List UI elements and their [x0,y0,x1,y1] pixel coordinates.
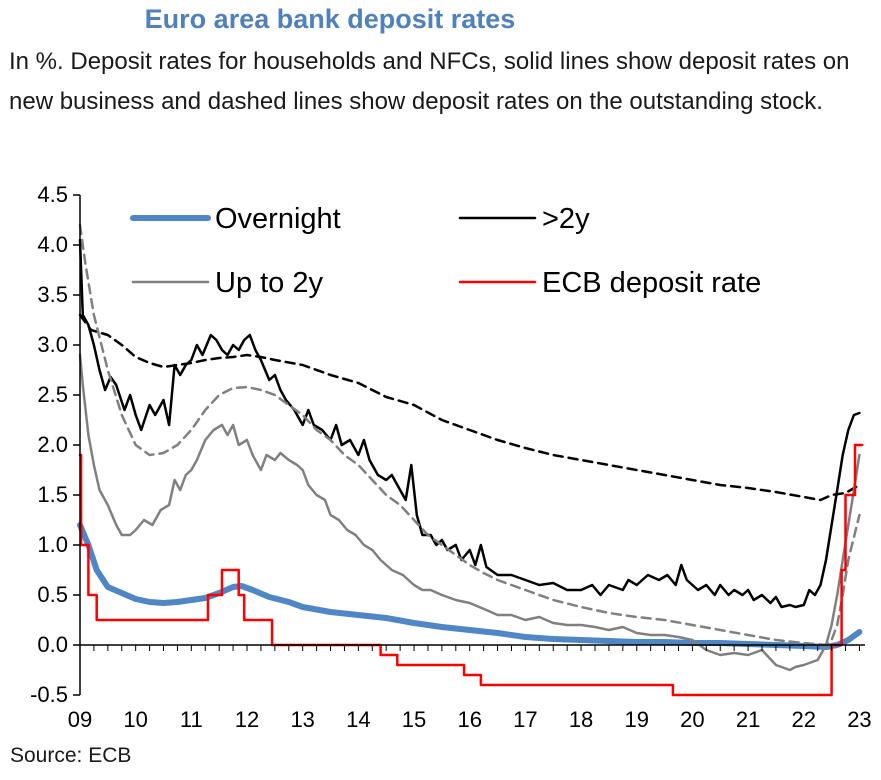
series-line-5 [78,443,864,697]
chart-subtitle: In %. Deposit rates for households and N… [9,48,850,115]
y-tick-label: 1.5 [37,482,68,507]
x-tick-label: 13 [290,707,314,732]
series-line-2 [78,313,861,502]
x-tick-label: 12 [235,707,259,732]
x-tick-label: 23 [847,707,871,732]
x-tick-label: 15 [402,707,426,732]
axes: -0.5 0.0 0.5 1.0 1.5 2.0 2.5 3.0 3.5 4.0 4.5 09 10 11… [30,182,872,732]
x-tick-label: 14 [346,707,370,732]
legend-label: >2y [542,203,590,235]
x-tick-label: 18 [569,707,593,732]
y-tick-label: 0.5 [37,582,68,607]
y-tick-label: 3.5 [37,282,68,307]
y-tick-label: 2.0 [37,432,68,457]
plot-lines [77,223,864,697]
x-tick-label: 20 [680,707,704,732]
x-tick-label: 19 [624,707,648,732]
series-line-3 [78,353,861,672]
y-tick-label: 4.0 [37,232,68,257]
x-tick-label: 21 [736,707,760,732]
legend-label: ECB deposit rate [542,267,761,299]
series-line-0 [77,522,863,650]
legend-label: Overnight [215,203,341,235]
legend: Overnight >2y Up to 2y ECB deposit rate [130,203,761,299]
source-note: Source: ECB [10,744,132,767]
x-tick-label: 11 [180,707,203,732]
y-tick-label: 2.5 [37,382,68,407]
legend-label: Up to 2y [215,267,323,299]
y-tick-label: 3.0 [37,332,68,357]
x-tick-label: 10 [123,707,147,732]
x-tick-label: 17 [513,707,537,732]
x-tick-label: 22 [792,707,816,732]
y-tick-label: 4.5 [37,182,68,207]
y-tick-label: 1.0 [37,532,68,557]
x-tick-label: 09 [68,707,92,732]
y-tick-label: 0.0 [37,632,68,657]
series-line-4 [78,223,861,647]
y-tick-label: -0.5 [30,682,68,707]
line-chart: -0.5 0.0 0.5 1.0 1.5 2.0 2.5 3.0 3.5 4.0 4.5 09 10 11… [30,182,872,732]
x-tick-label: 16 [457,707,481,732]
chart-title: Euro area bank deposit rates [144,4,516,34]
